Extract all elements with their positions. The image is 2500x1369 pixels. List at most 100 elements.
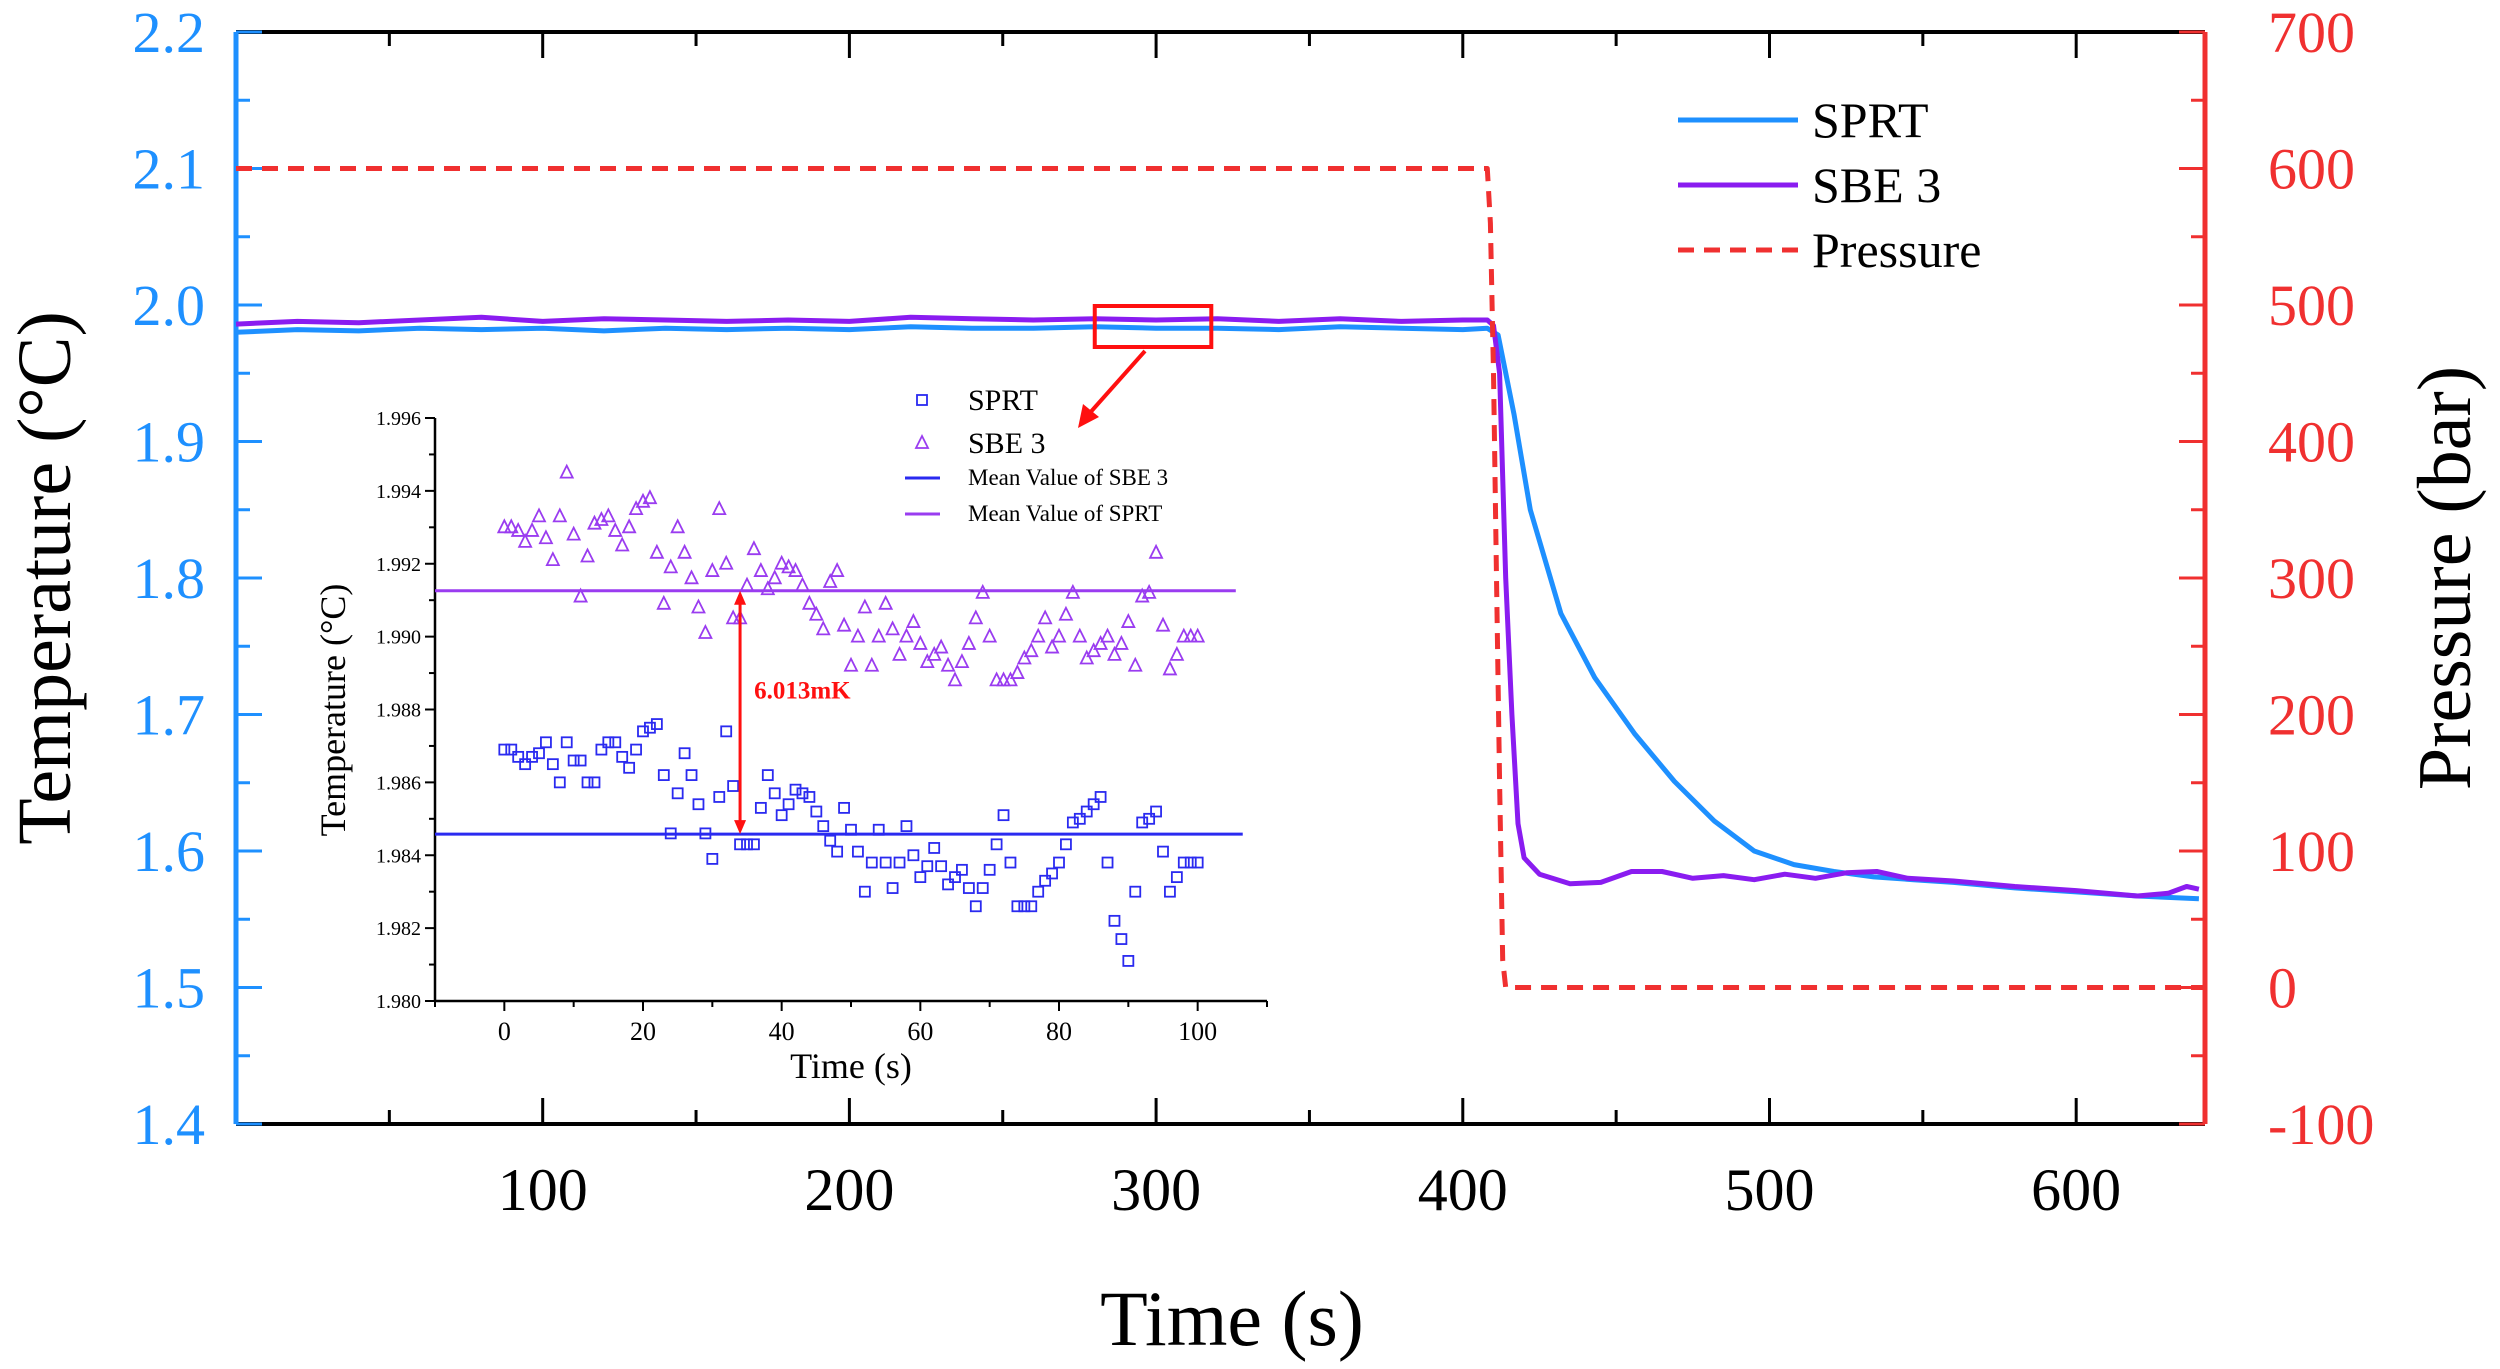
- sprt-point: [1177, 856, 1190, 869]
- y2-tick-label: 300: [2268, 546, 2355, 611]
- sprt-point: [1157, 845, 1169, 858]
- sbe3-point: [753, 562, 769, 577]
- inset-y-tick-label: 1.984: [376, 845, 421, 867]
- sprt-point: [872, 823, 885, 836]
- sprt-point: [720, 725, 733, 738]
- inset-y-tick-label: 1.980: [376, 991, 421, 1013]
- sbe3-point: [933, 638, 949, 654]
- sprt-point: [803, 791, 816, 803]
- sbe3-point: [1044, 638, 1060, 654]
- sbe3-point: [1127, 656, 1143, 672]
- inset-legend-label: Mean Value of SBE 3: [968, 465, 1168, 490]
- sprt-point: [685, 769, 698, 781]
- sprt-point: [1108, 914, 1121, 927]
- sbe3-point: [795, 576, 810, 592]
- y2-tick-label: 400: [2268, 410, 2355, 475]
- sprt-point: [1018, 900, 1031, 913]
- inset-x-tick-label: 40: [769, 1017, 795, 1046]
- sprt-point: [664, 827, 677, 840]
- sprt-point: [1150, 805, 1162, 818]
- sbe3-point: [760, 580, 776, 596]
- sprt-point: [581, 776, 594, 789]
- sprt-point: [630, 743, 642, 756]
- sbe3-point: [538, 529, 554, 545]
- sprt-point: [956, 863, 968, 876]
- sbe3-point: [864, 656, 880, 672]
- sprt-point: [1073, 812, 1086, 825]
- sbe3-point: [503, 518, 519, 534]
- inset-x-tick-label: 20: [630, 1017, 656, 1046]
- inset-y-tick-label: 1.992: [376, 554, 421, 576]
- sprt-point: [650, 718, 663, 730]
- sprt-point: [886, 882, 899, 894]
- sbe3-point: [552, 507, 568, 523]
- y-tick-label: 1.5: [133, 956, 206, 1021]
- sprt-point: [921, 860, 934, 873]
- sbe3-point: [1079, 649, 1095, 665]
- sbe3-point: [704, 562, 720, 577]
- sbe3-point: [975, 583, 991, 599]
- sbe3-point: [607, 521, 623, 537]
- sbe3-point: [621, 518, 637, 534]
- sprt-point: [595, 743, 608, 756]
- sbe3-point: [892, 645, 907, 661]
- sprt-point: [942, 878, 954, 891]
- inset-y-axis-title: Temperature (°C): [313, 584, 353, 837]
- sprt-point: [588, 776, 601, 789]
- series-line-sprt: [235, 324, 2200, 902]
- y-tick-label: 2.1: [133, 137, 206, 202]
- sprt-point: [1184, 856, 1197, 869]
- sprt-point: [796, 787, 809, 800]
- sbe3-point: [517, 532, 533, 548]
- sprt-point: [657, 769, 670, 781]
- sprt-point: [1136, 816, 1149, 829]
- sbe3-point: [940, 656, 956, 672]
- sprt-point: [1066, 816, 1079, 829]
- sbe3-point: [559, 463, 575, 479]
- sprt-point: [734, 838, 746, 851]
- sprt-point: [741, 838, 753, 851]
- sbe3-point: [1009, 664, 1025, 679]
- sbe3-point: [649, 543, 665, 559]
- y-tick-label: 2.0: [133, 273, 206, 338]
- sbe3-point: [573, 587, 589, 603]
- sprt-point: [782, 798, 795, 811]
- sbe3-point: [1065, 583, 1081, 599]
- x-tick-label: 600: [2031, 1157, 2121, 1223]
- sbe3-point: [829, 562, 845, 577]
- sprt-point: [609, 736, 622, 749]
- legend-label: SBE 3: [1812, 157, 1941, 213]
- y-tick-label: 1.7: [133, 683, 206, 748]
- inset-y-tick-label: 1.996: [376, 408, 421, 430]
- sbe3-point: [954, 653, 970, 669]
- y2-tick-label: 200: [2268, 683, 2355, 748]
- sbe3-point: [947, 671, 963, 687]
- y-tick-label: 2.2: [133, 0, 206, 65]
- sbe3-point: [697, 623, 713, 639]
- sbe3-point: [1093, 634, 1109, 650]
- sbe3-point: [739, 576, 755, 592]
- sprt-point: [727, 780, 740, 792]
- sprt-point: [1025, 900, 1038, 913]
- legend-label: SPRT: [1812, 92, 1929, 148]
- inset-legend-triangle: [914, 433, 930, 449]
- y2-tick-label: -100: [2268, 1092, 2374, 1157]
- sprt-point: [1101, 856, 1114, 869]
- sbe3-point: [677, 543, 693, 559]
- y2-tick-label: 700: [2268, 0, 2355, 65]
- sbe3-point: [718, 554, 734, 570]
- sprt-point: [637, 725, 649, 738]
- sprt-point: [789, 783, 802, 796]
- x-tick-label: 200: [804, 1157, 894, 1223]
- sprt-point: [560, 736, 573, 749]
- inset-x-tick-label: 0: [498, 1017, 511, 1046]
- y2-tick-label: 100: [2268, 819, 2355, 884]
- sbe3-point: [1072, 627, 1088, 643]
- inset-x-tick-label: 100: [1178, 1017, 1217, 1046]
- y2-axis-title: Pressure (bar): [2403, 366, 2487, 790]
- zoom-box: [1092, 304, 1214, 349]
- sprt-point: [845, 823, 857, 836]
- sbe3-point: [580, 547, 595, 563]
- sbe3-point: [815, 620, 831, 636]
- sbe3-point: [545, 551, 561, 567]
